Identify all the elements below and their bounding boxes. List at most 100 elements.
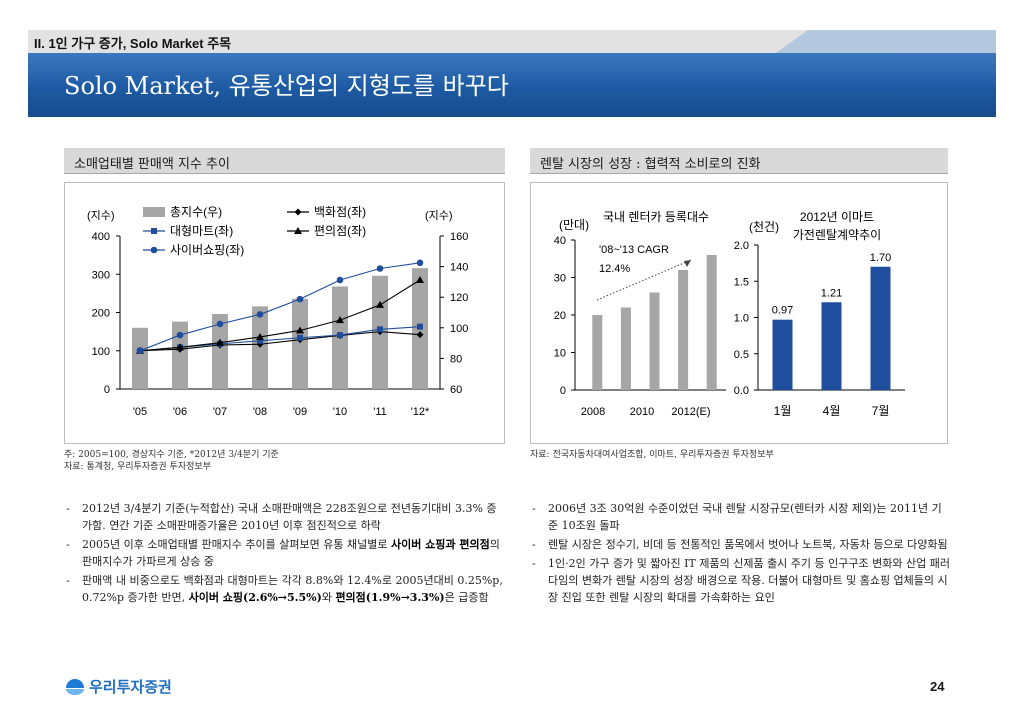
bullet-dash: -: [532, 538, 536, 551]
legend-label: 대형마트(좌): [170, 224, 233, 238]
bar-total-index: [172, 321, 188, 389]
cagr-value: 12.4%: [599, 263, 630, 275]
bullet-text: 2012년 3/4분기 기준(누적합산) 국내 소매판매액은 228조원으로 전…: [82, 502, 497, 532]
point-square: [337, 332, 343, 339]
left-axis-label: (지수): [87, 209, 115, 222]
legend-label: 총지수(우): [170, 205, 222, 219]
left-bullet-list: -2012년 3/4분기 기준(누적합산) 국내 소매판매액은 228조원으로 …: [64, 500, 504, 608]
emart-x-label: 4월: [823, 404, 841, 418]
bullet-emphasis: 편의점(1.9%→3.3%): [335, 591, 445, 604]
left-tick-label: 300: [92, 269, 110, 281]
legend-marker-square: [151, 228, 157, 234]
emart-tick-label: 1.5: [734, 276, 749, 288]
bullet-text: 1인·2인 가구 증가 및 짧아진 IT 제품의 신제품 출시 주기 등 인구구…: [548, 557, 950, 604]
point-triangle: [216, 338, 224, 346]
point-circle: [256, 311, 264, 318]
bullet-text: 판매액 내 비중으로도 백화점과 대형마트는 각각 8.8%와 12.4%로 2…: [82, 574, 503, 604]
rental-bar: [678, 270, 689, 390]
page-title: Solo Market, 유통산업의 지형도를 바꾸다: [64, 72, 509, 100]
emart-y-label: (천건): [749, 219, 779, 234]
cagr-arrowhead-icon: [684, 260, 691, 267]
point-triangle: [376, 300, 384, 308]
logo-text: 우리투자증권: [89, 677, 172, 696]
emart-tick-label: 0.5: [734, 349, 749, 361]
bullet-text: 2005년 이후 소매업태별 판매지수 추이를 살펴보면 유통 채널별로: [82, 538, 391, 551]
rental-bar: [620, 307, 631, 390]
section-header-bar: II. 1인 가구 증가, Solo Market 주목: [28, 30, 996, 53]
emart-value-label: 1.21: [821, 287, 842, 299]
rental-x-label: 2012(E): [671, 406, 710, 418]
point-circle: [176, 331, 184, 339]
right-tick-label: 60: [450, 384, 462, 396]
rental-tick-label: 0: [560, 385, 566, 397]
emart-value-label: 0.97: [772, 305, 793, 317]
point-square: [257, 337, 263, 344]
emart-tick-label: 1.0: [734, 313, 749, 325]
emart-tick-label: 0.0: [734, 385, 749, 397]
emart-bar: [870, 266, 891, 390]
bar-total-index: [132, 327, 148, 389]
point-diamond: [416, 331, 424, 339]
rental-x-label: 2010: [630, 406, 654, 418]
legend-marker-diamond: [294, 208, 302, 216]
point-triangle: [176, 343, 184, 351]
logo-mark-icon: [66, 679, 84, 695]
emart-bar: [772, 319, 793, 390]
legend-marker-circle: [150, 246, 158, 254]
right-axis-label: (지수): [425, 209, 453, 222]
x-tick-label: '11: [373, 406, 387, 418]
emart-bar: [821, 302, 842, 390]
emart-tick-label: 2.0: [734, 240, 749, 252]
point-triangle: [296, 326, 304, 334]
retail-index-chart-box: 0 100 200 300 400 60 80 100 120 140 160 (지수) (지수) '05…: [64, 182, 505, 444]
emart-x-label: 7월: [872, 404, 890, 418]
emart-x-label: 1월: [774, 404, 792, 418]
section-title: II. 1인 가구 증가, Solo Market 주목: [34, 36, 232, 51]
emart-title-line-2: 가전렌탈계약추이: [793, 227, 881, 242]
rental-chart-title: 국내 렌터카 등록대수: [603, 210, 709, 224]
emart-title-line-1: 2012년 이마트: [800, 210, 874, 224]
right-tick-label: 120: [450, 292, 468, 304]
right-tick-label: 80: [450, 353, 462, 365]
cagr-label: '08~'13 CAGR: [599, 244, 669, 256]
right-bullet-3: -1인·2인 가구 증가 및 짧아진 IT 제품의 신제품 출시 주기 등 인구…: [530, 555, 950, 606]
right-panel-heading: 렌탈 시장의 성장 : 협력적 소비로의 진화: [530, 148, 948, 174]
retail-index-chart: 0 100 200 300 400 60 80 100 120 140 160 (지수) (지수) '05…: [87, 205, 468, 418]
point-square: [377, 326, 383, 333]
x-tick-label: '12*: [411, 406, 430, 418]
rental-tick-label: 40: [554, 235, 566, 247]
legend-label: 편의점(좌): [314, 224, 366, 238]
x-tick-label: '06: [173, 406, 187, 418]
rental-x-label: 2008: [581, 406, 605, 418]
bullet-text: 렌탈 시장은 정수기, 비데 등 전통적인 품목에서 벗어나 노트북, 자동차 …: [548, 538, 948, 551]
left-bullet-2: -2005년 이후 소매업태별 판매지수 추이를 살펴보면 유통 채널별로 사이…: [64, 536, 504, 570]
right-bullet-2: - 렌탈 시장은 정수기, 비데 등 전통적인 품목에서 벗어나 노트북, 자동차…: [530, 536, 950, 553]
bullet-dash: -: [66, 538, 70, 551]
x-tick-label: '10: [333, 406, 347, 418]
bullet-emphasis: 사이버 쇼핑과 편의점: [390, 538, 490, 551]
legend-marker-triangle: [294, 227, 302, 234]
left-tick-label: 400: [92, 231, 110, 243]
point-circle: [136, 347, 144, 355]
point-circle: [296, 295, 304, 303]
bar-total-index: [292, 298, 308, 389]
legend-label: 백화점(좌): [314, 205, 366, 219]
bullet-dash: -: [532, 557, 536, 570]
rental-bar: [592, 315, 603, 390]
point-circle: [376, 265, 384, 272]
rental-tick-label: 10: [554, 348, 566, 360]
left-bullet-3: - 판매액 내 비중으로도 백화점과 대형마트는 각각 8.8%와 12.4%로 …: [64, 572, 504, 606]
page-number: 24: [930, 679, 945, 694]
bar-total-index: [212, 314, 228, 389]
bullet-dash: -: [532, 502, 536, 515]
left-tick-label: 100: [92, 346, 110, 358]
point-square: [417, 323, 423, 330]
bullet-text: 은 급증함: [444, 591, 489, 604]
bullet-dash: -: [66, 502, 70, 515]
legend-swatch-bar: [143, 207, 165, 217]
point-circle: [416, 259, 424, 267]
left-tick-label: 0: [104, 384, 110, 396]
x-tick-label: '07: [213, 406, 227, 418]
bullet-text: 2006년 3조 30억원 수준이었던 국내 렌탈 시장규모(렌터카 시장 제외…: [548, 502, 942, 532]
right-bullet-1: -2006년 3조 30억원 수준이었던 국내 렌탈 시장규모(렌터카 시장 제…: [530, 500, 950, 534]
